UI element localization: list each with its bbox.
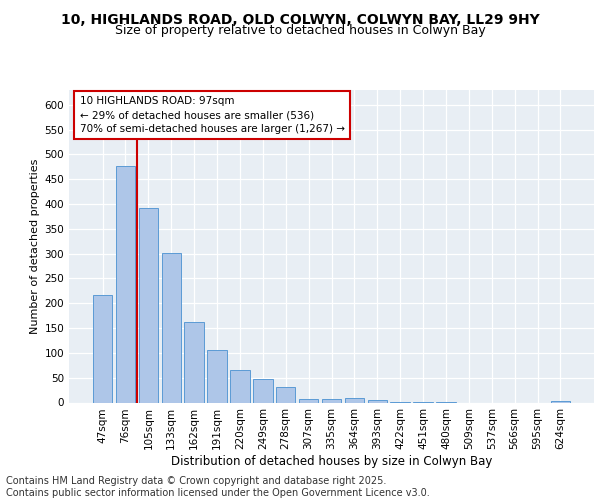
Bar <box>93 295 112 403</box>
Bar <box>551 401 570 402</box>
Bar <box>161 252 181 402</box>
Bar <box>184 322 204 402</box>
Bar <box>368 400 387 402</box>
Bar <box>344 398 364 402</box>
X-axis label: Distribution of detached houses by size in Colwyn Bay: Distribution of detached houses by size … <box>171 455 492 468</box>
Bar <box>253 378 272 402</box>
Bar <box>208 350 227 403</box>
Bar <box>116 166 135 402</box>
Text: Contains HM Land Registry data © Crown copyright and database right 2025.
Contai: Contains HM Land Registry data © Crown c… <box>6 476 430 498</box>
Bar <box>322 398 341 402</box>
Y-axis label: Number of detached properties: Number of detached properties <box>30 158 40 334</box>
Bar <box>230 370 250 402</box>
Bar <box>139 208 158 402</box>
Text: 10, HIGHLANDS ROAD, OLD COLWYN, COLWYN BAY, LL29 9HY: 10, HIGHLANDS ROAD, OLD COLWYN, COLWYN B… <box>61 12 539 26</box>
Bar <box>276 386 295 402</box>
Bar <box>299 399 319 402</box>
Text: Size of property relative to detached houses in Colwyn Bay: Size of property relative to detached ho… <box>115 24 485 37</box>
Text: 10 HIGHLANDS ROAD: 97sqm
← 29% of detached houses are smaller (536)
70% of semi-: 10 HIGHLANDS ROAD: 97sqm ← 29% of detach… <box>79 96 344 134</box>
